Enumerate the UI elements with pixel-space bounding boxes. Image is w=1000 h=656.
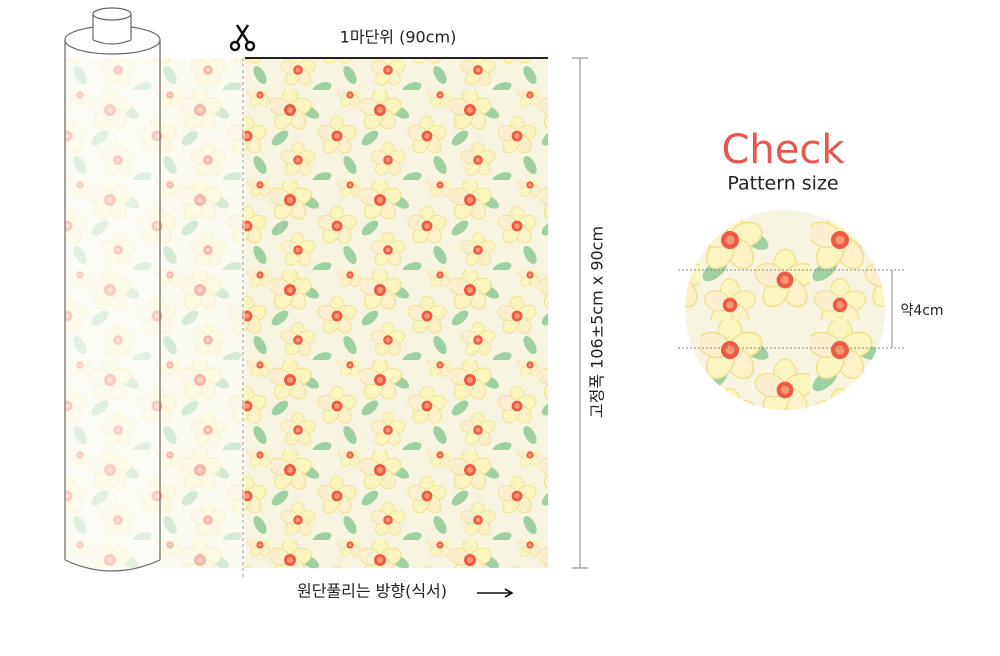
cut-unit-label: 1마단위 (90cm)	[340, 28, 457, 47]
direction-label: 원단풀리는 방향(식서)	[297, 582, 447, 601]
direction-arrow	[477, 588, 514, 598]
fabric-unrolled	[65, 58, 245, 568]
roll	[64, 7, 161, 572]
label-bg	[588, 210, 608, 430]
width-label: 고정폭 106±5cm x 90cm	[588, 226, 607, 418]
pattern-size-guides	[678, 269, 905, 349]
pattern-size-label: 약4cm	[900, 303, 943, 319]
check-subtitle: Pattern size	[727, 173, 838, 195]
pattern-sample	[685, 210, 885, 410]
scissors-icon	[229, 24, 256, 52]
width-dimension	[572, 57, 588, 569]
check-title: Check	[721, 127, 845, 173]
